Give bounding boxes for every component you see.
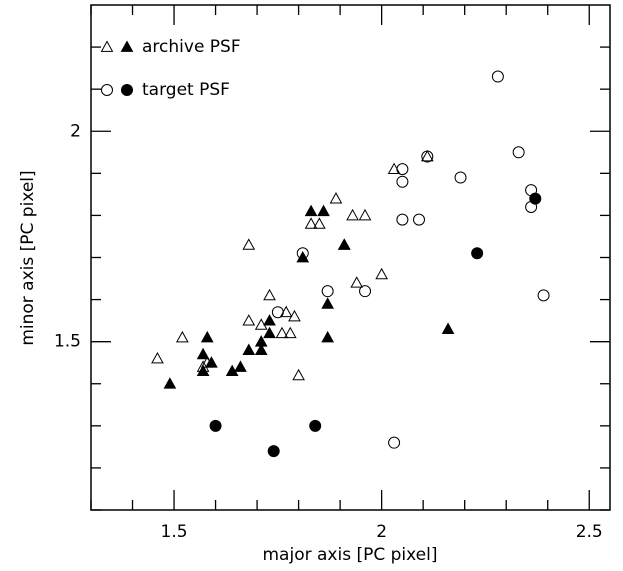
marker bbox=[196, 364, 210, 377]
marker bbox=[454, 171, 467, 184]
marker bbox=[309, 419, 322, 432]
y-axis-label: minor axis [PC pixel] bbox=[18, 170, 38, 345]
marker bbox=[151, 351, 164, 364]
marker bbox=[242, 238, 256, 250]
marker bbox=[413, 213, 426, 226]
marker bbox=[288, 309, 301, 322]
marker bbox=[537, 289, 550, 302]
marker bbox=[196, 347, 210, 360]
x-axis-label: major axis [PC pixel] bbox=[263, 545, 438, 565]
marker bbox=[358, 208, 372, 221]
marker bbox=[359, 285, 372, 298]
marker bbox=[175, 330, 189, 343]
marker bbox=[271, 306, 284, 319]
marker bbox=[209, 419, 222, 432]
marker bbox=[512, 146, 525, 159]
marker bbox=[441, 322, 455, 334]
marker bbox=[304, 217, 318, 229]
x-tick-label: 2.5 bbox=[576, 522, 603, 542]
marker bbox=[292, 368, 305, 381]
marker bbox=[263, 288, 276, 301]
marker bbox=[234, 360, 247, 372]
marker bbox=[254, 343, 268, 355]
x-tick-label: 2 bbox=[376, 522, 387, 542]
marker bbox=[163, 377, 177, 389]
marker bbox=[296, 247, 309, 260]
marker bbox=[396, 175, 409, 188]
marker bbox=[420, 149, 434, 162]
marker bbox=[275, 326, 289, 339]
marker bbox=[375, 267, 388, 280]
x-tick-label: 1.5 bbox=[161, 522, 188, 542]
marker bbox=[396, 163, 409, 176]
marker bbox=[263, 314, 276, 326]
legend-label: target PSF bbox=[142, 80, 230, 100]
marker bbox=[200, 330, 214, 343]
marker bbox=[388, 436, 401, 449]
marker bbox=[421, 150, 434, 163]
legend-label: archive PSF bbox=[142, 37, 241, 57]
marker bbox=[337, 238, 351, 250]
y-tick-label: 2 bbox=[70, 121, 81, 141]
marker bbox=[254, 335, 268, 347]
legend-marker bbox=[101, 84, 113, 96]
marker bbox=[321, 285, 334, 298]
marker bbox=[205, 356, 218, 368]
legend-marker bbox=[121, 84, 133, 96]
marker bbox=[267, 445, 280, 458]
marker bbox=[321, 297, 335, 309]
marker bbox=[491, 70, 504, 83]
marker bbox=[350, 276, 364, 288]
marker bbox=[396, 213, 409, 226]
marker bbox=[317, 204, 330, 217]
legend-marker bbox=[100, 40, 114, 52]
marker bbox=[263, 326, 276, 339]
marker bbox=[529, 192, 542, 205]
marker bbox=[242, 343, 256, 355]
marker bbox=[329, 192, 343, 204]
marker bbox=[313, 217, 326, 229]
marker bbox=[304, 204, 318, 217]
marker bbox=[283, 326, 297, 339]
marker bbox=[296, 250, 310, 263]
marker bbox=[242, 314, 256, 326]
y-tick-label: 1.5 bbox=[54, 332, 81, 352]
marker bbox=[471, 247, 484, 260]
legend-marker bbox=[120, 40, 134, 52]
marker bbox=[321, 330, 335, 343]
marker bbox=[346, 208, 359, 221]
